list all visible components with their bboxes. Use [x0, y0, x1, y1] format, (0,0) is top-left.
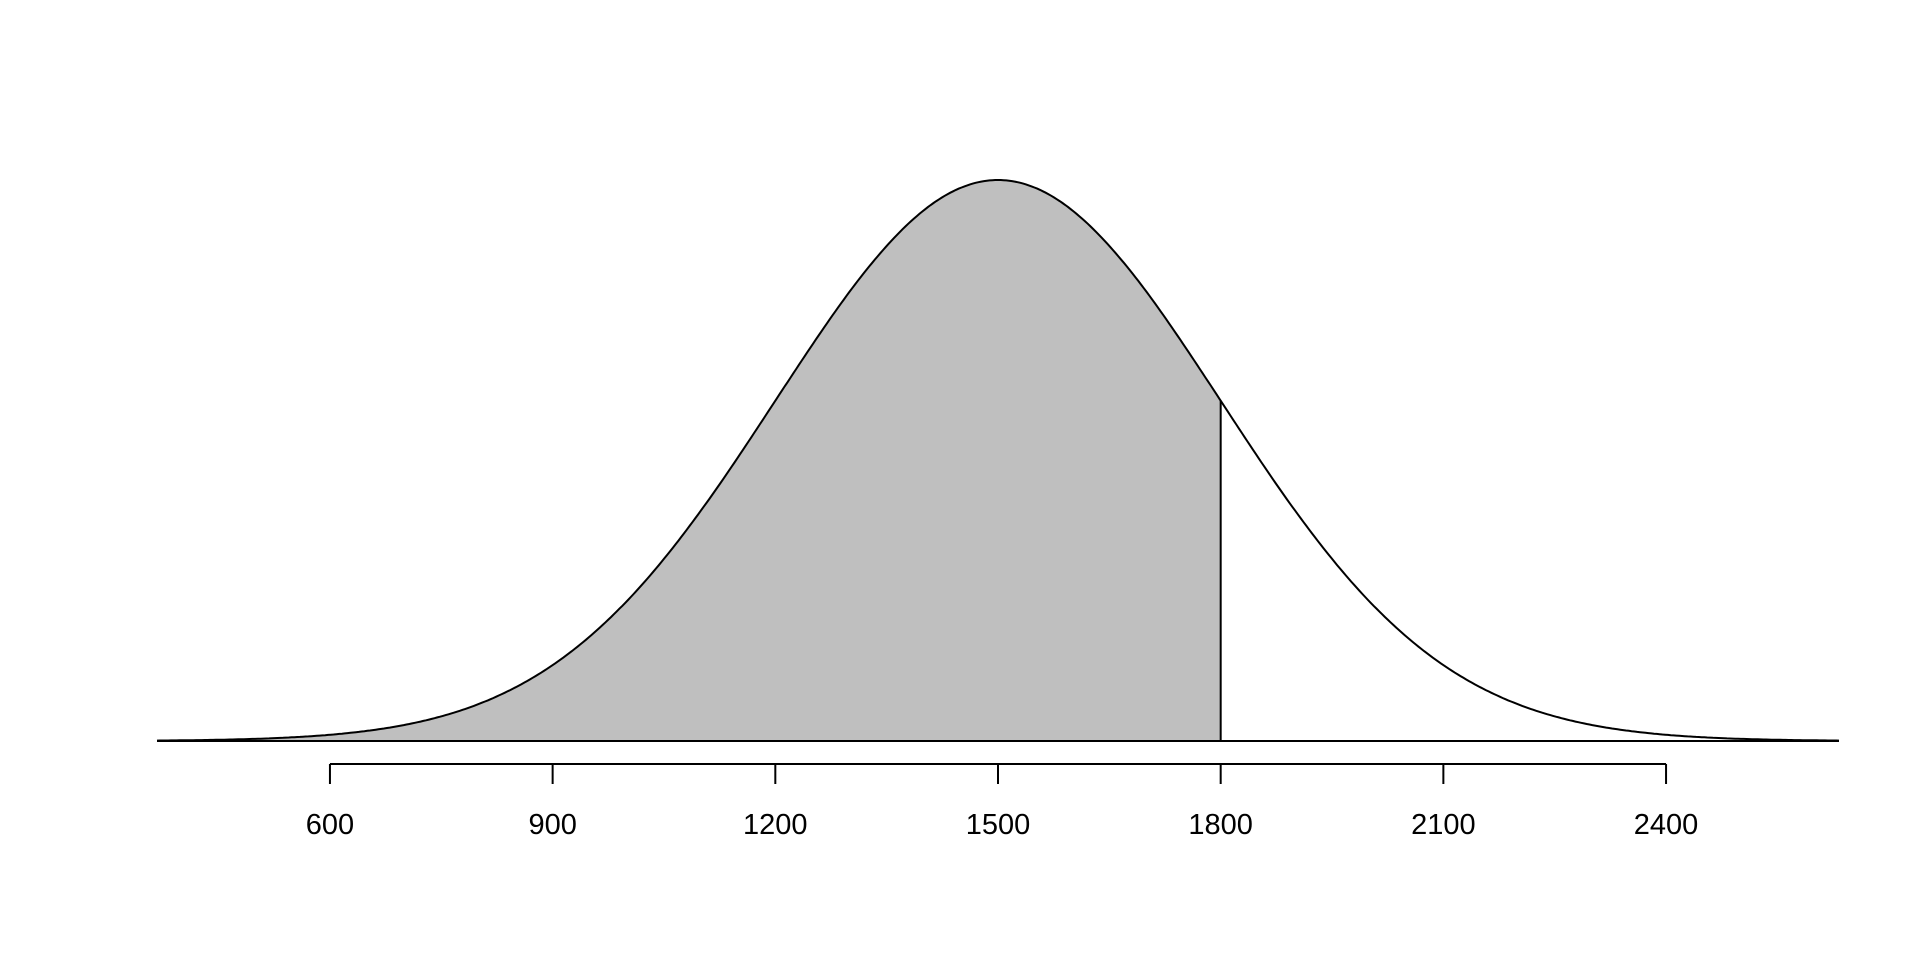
density-curve	[156, 179, 1840, 742]
x-tick-label: 900	[528, 809, 576, 841]
x-tick-label: 600	[306, 809, 354, 841]
x-tick-label: 1500	[966, 809, 1031, 841]
x-tick-label: 1200	[743, 809, 808, 841]
x-tick-label: 1800	[1188, 809, 1253, 841]
x-tick-label: 2100	[1411, 809, 1476, 841]
shaded-area	[157, 180, 1221, 741]
x-axis: 600 900 1200 1500 1800 2100 2400	[306, 763, 1699, 841]
x-tick-label: 2400	[1634, 809, 1699, 841]
